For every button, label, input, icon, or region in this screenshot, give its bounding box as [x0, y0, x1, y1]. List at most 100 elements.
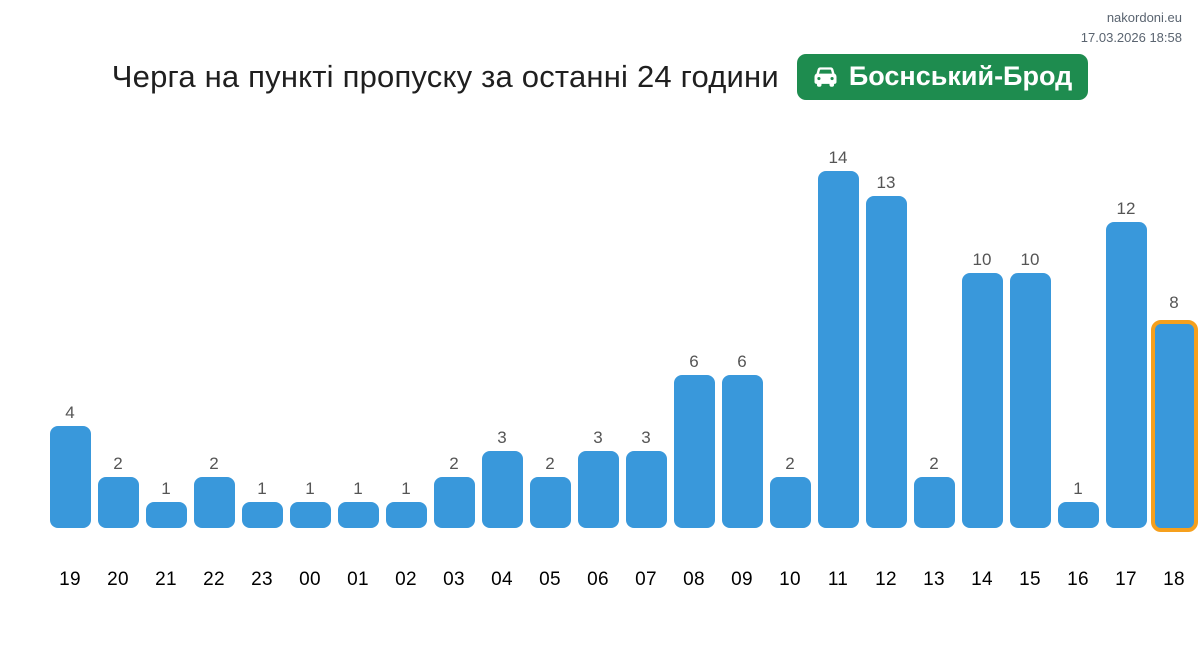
- bar-value-label: 2: [785, 454, 795, 473]
- bar-value-label: 6: [689, 352, 699, 371]
- bar-value-label: 14: [828, 148, 848, 167]
- x-axis-label: 17: [1115, 569, 1137, 590]
- bar-column: 2: [526, 140, 574, 528]
- bar-value-label: 3: [593, 428, 603, 447]
- bar-column: 2: [190, 140, 238, 528]
- x-axis-label: 06: [587, 569, 609, 590]
- bar-column: 6: [670, 140, 718, 528]
- checkpoint-badge: Боснський-Брод: [796, 54, 1089, 100]
- bar-column: 1: [286, 140, 334, 528]
- bar-column: 1: [1054, 140, 1102, 528]
- bar: [1057, 502, 1099, 528]
- x-axis-label: 03: [443, 569, 465, 590]
- bar-column: 2: [94, 140, 142, 528]
- x-axis-label: 05: [539, 569, 561, 590]
- bar-column: 2: [910, 140, 958, 528]
- bar: [673, 375, 715, 528]
- bars-area: 4 2 1 2 1 1 1 1 2 3 2 3 3 6 6 2 14 13 2 10 10 1 12 8: [46, 140, 1198, 532]
- bar: [961, 273, 1003, 528]
- x-axis-label: 22: [203, 569, 225, 590]
- bar: [625, 451, 667, 528]
- x-axis-label: 13: [923, 569, 945, 590]
- queue-bar-chart: 4 2 1 2 1 1 1 1 2 3 2 3 3 6 6 2 14 13 2 10 10 1 12 8 19 20 21 22 23…: [46, 140, 1198, 591]
- bar: [145, 502, 187, 528]
- x-axis: 19 20 21 22 23 00 01 02 03 04 05 06 07 08 09 10 11 12 13 14…: [46, 569, 1198, 591]
- bar-value-label: 2: [449, 454, 459, 473]
- x-axis-label: 01: [347, 569, 369, 590]
- bar-column: 4: [46, 140, 94, 528]
- x-axis-label: 08: [683, 569, 705, 590]
- checkpoint-name: Боснський-Брод: [848, 61, 1073, 91]
- bar-column: 1: [334, 140, 382, 528]
- car-icon: [811, 62, 840, 91]
- x-axis-label: 02: [395, 569, 417, 590]
- x-axis-label: 07: [635, 569, 657, 590]
- x-axis-label: 23: [251, 569, 273, 590]
- bar: [481, 451, 523, 528]
- bar: [865, 196, 907, 528]
- bar: [721, 375, 763, 528]
- timestamp: 17.03.2026 18:58: [1080, 29, 1182, 45]
- x-axis-label: 12: [875, 569, 897, 590]
- x-axis-label: 04: [491, 569, 513, 590]
- x-axis-label: 19: [59, 569, 81, 590]
- bar-column: 8: [1150, 140, 1198, 532]
- bar-value-label: 10: [972, 250, 992, 269]
- bar-value-label: 12: [1116, 199, 1136, 218]
- x-axis-label: 00: [299, 569, 321, 590]
- x-axis-label: 11: [827, 569, 849, 590]
- bar-value-label: 4: [65, 403, 75, 422]
- bar-value-label: 1: [353, 479, 363, 498]
- bar-value-label: 1: [161, 479, 171, 498]
- bar: [49, 426, 91, 528]
- bar-column: 1: [238, 140, 286, 528]
- bar-value-label: 2: [209, 454, 219, 473]
- bar: [577, 451, 619, 528]
- bar-column: 1: [142, 140, 190, 528]
- bar-column: 3: [574, 140, 622, 528]
- bar-column: 10: [958, 140, 1006, 528]
- bar: [1105, 222, 1147, 528]
- bar-column: 1: [382, 140, 430, 528]
- bar-column: 13: [862, 140, 910, 528]
- bar-value-label: 3: [641, 428, 651, 447]
- bar-value-label: 1: [401, 479, 411, 498]
- bar: [193, 477, 235, 528]
- bar-value-label: 1: [1073, 479, 1083, 498]
- bar-value-label: 2: [929, 454, 939, 473]
- bar-value-label: 13: [876, 173, 896, 192]
- bar-column: 2: [766, 140, 814, 528]
- watermark: nakordoni.eu 17.03.2026 18:58: [1081, 8, 1182, 47]
- bar-column: 12: [1102, 140, 1150, 528]
- bar: [1009, 273, 1051, 528]
- bar: [241, 502, 283, 528]
- bar: [529, 477, 571, 528]
- bar: [289, 502, 331, 528]
- x-axis-label: 10: [779, 569, 801, 590]
- bar: [385, 502, 427, 528]
- x-axis-label: 14: [971, 569, 993, 590]
- bar-value-label: 2: [545, 454, 555, 473]
- bar: [769, 477, 811, 528]
- bar-value-label: 8: [1169, 293, 1179, 312]
- bar-value-label: 1: [257, 479, 267, 498]
- x-axis-label: 09: [731, 569, 753, 590]
- x-axis-label: 20: [107, 569, 129, 590]
- bar-column: 3: [478, 140, 526, 528]
- bar-column: 14: [814, 140, 862, 528]
- bar-highlighted: [1150, 320, 1198, 532]
- bar-column: 2: [430, 140, 478, 528]
- site-name: nakordoni.eu: [1106, 10, 1182, 25]
- x-axis-label: 15: [1019, 569, 1041, 590]
- page-title: Черга на пункті пропуску за останні 24 г…: [111, 59, 779, 94]
- chart-header: Черга на пункті пропуску за останні 24 г…: [0, 54, 1200, 100]
- bar: [913, 477, 955, 528]
- bar-column: 3: [622, 140, 670, 528]
- bar-value-label: 1: [305, 479, 315, 498]
- bar-column: 10: [1006, 140, 1054, 528]
- bar-value-label: 10: [1020, 250, 1040, 269]
- bar: [97, 477, 139, 528]
- bar: [337, 502, 379, 528]
- x-axis-label: 21: [155, 569, 177, 590]
- bar-column: 6: [718, 140, 766, 528]
